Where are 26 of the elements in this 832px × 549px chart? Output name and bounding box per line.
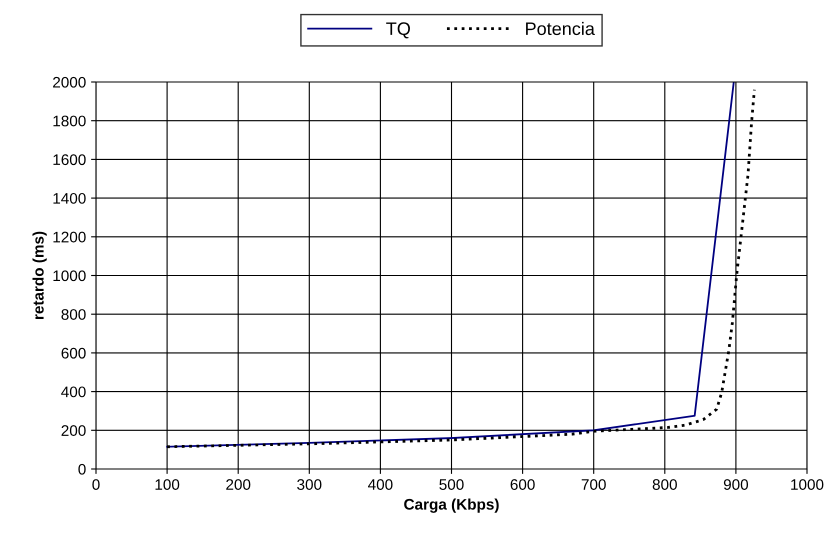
y-tick-label: 1800 bbox=[53, 116, 86, 126]
x-tick-label: 700 bbox=[582, 479, 606, 490]
x-tick-label: 600 bbox=[510, 479, 535, 490]
y-tick-label: 400 bbox=[61, 386, 86, 398]
y-tick-label: 2000 bbox=[53, 76, 86, 88]
x-tick-label: 0 bbox=[92, 479, 100, 490]
x-tick-label: 100 bbox=[156, 479, 180, 490]
y-tick-label: 800 bbox=[61, 309, 86, 320]
y-tick-label: 1200 bbox=[53, 232, 86, 242]
x-tick-label: 300 bbox=[297, 479, 322, 490]
x-tick-label: 1000 bbox=[791, 479, 824, 490]
y-tick-label: 600 bbox=[62, 348, 86, 359]
y-axis-title: retardo (ms) bbox=[32, 232, 47, 320]
legend-label: TQ bbox=[386, 22, 410, 38]
legend-label: Potencia bbox=[526, 22, 595, 36]
y-tick-label: 0 bbox=[78, 464, 86, 475]
x-axis-title: Carga (Kbps) bbox=[404, 498, 499, 513]
x-tick-label: 500 bbox=[439, 479, 464, 490]
y-tick-label: 1600 bbox=[53, 154, 86, 166]
y-tick-label: 200 bbox=[62, 425, 86, 436]
y-tick-label: 1400 bbox=[53, 192, 86, 204]
y-tick-label: 1000 bbox=[53, 270, 86, 282]
x-tick-label: 200 bbox=[226, 479, 250, 490]
x-tick-label: 900 bbox=[724, 479, 748, 490]
x-tick-label: 400 bbox=[368, 479, 393, 490]
x-tick-label: 800 bbox=[652, 479, 677, 490]
